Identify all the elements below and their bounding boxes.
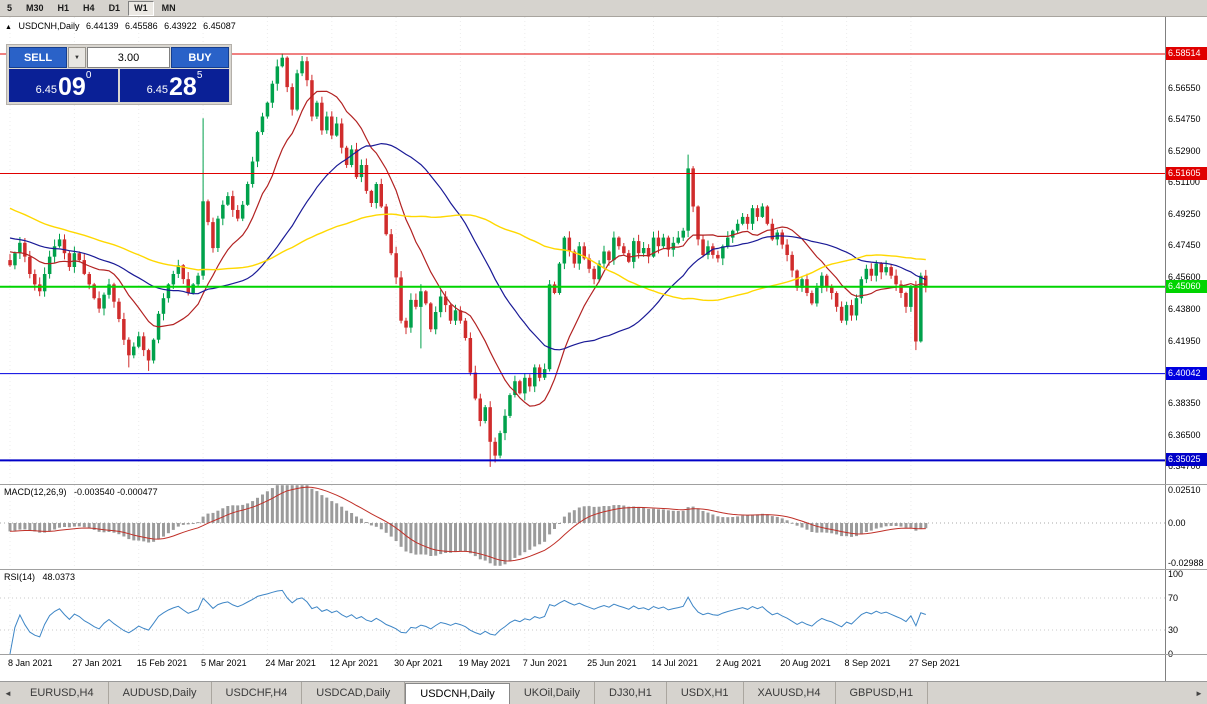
buy-price-base: 6.45 xyxy=(146,84,169,96)
sell-price-point: 0 xyxy=(85,70,92,81)
date-tick-label: 27 Jan 2021 xyxy=(72,658,122,668)
ohlc-low: 6.43922 xyxy=(164,21,197,31)
tab-ukoil-daily[interactable]: UKOil,Daily xyxy=(510,682,596,704)
ohlc-open: 6.44139 xyxy=(85,21,119,31)
sell-button[interactable]: SELL xyxy=(9,47,67,68)
rsi-axis-tick: 70 xyxy=(1168,593,1179,603)
date-tick-label: 20 Aug 2021 xyxy=(780,658,831,668)
tab-eurusd-h4[interactable]: EURUSD,H4 xyxy=(16,682,109,704)
tab-dj30-h1[interactable]: DJ30,H1 xyxy=(595,682,667,704)
price-level-badge: 6.40042 xyxy=(1166,366,1207,380)
date-tick-label: 19 May 2021 xyxy=(458,658,511,668)
price-tick: 6.56550 xyxy=(1168,83,1201,93)
price-axis[interactable]: 6.56550 6.54750 6.52900 6.51100 6.49250 6.474… xyxy=(1166,17,1207,681)
macd-axis-tick: -0.02988 xyxy=(1168,557,1204,568)
price-tick: 6.43800 xyxy=(1168,303,1201,314)
tab-audusd-daily[interactable]: AUDUSD,Daily xyxy=(109,682,212,704)
price-level-badge: 6.45060 xyxy=(1166,279,1207,293)
tab-scroll-left-icon: ◄ xyxy=(4,688,12,698)
buy-button[interactable]: BUY xyxy=(171,47,229,68)
tab-xauusd-h4[interactable]: XAUUSD,H4 xyxy=(744,682,836,704)
macd-axis-tick: 0.02510 xyxy=(1168,484,1201,495)
price-level-badge: 6.58514 xyxy=(1166,47,1207,61)
timeframe-toolbar: 5 M30 H1 H4 D1 W1 MN xyxy=(0,0,1207,17)
date-tick-label: 24 Mar 2021 xyxy=(265,658,316,668)
price-level-badge: 6.35025 xyxy=(1166,453,1207,467)
tab-scroll-right-button[interactable]: ► xyxy=(1191,682,1207,704)
price-tick: 6.41950 xyxy=(1168,335,1201,346)
sell-price-base: 6.45 xyxy=(35,84,58,96)
price-tick: 6.52900 xyxy=(1168,146,1201,157)
tab-usdcnh-daily[interactable]: USDCNH,Daily xyxy=(405,683,510,704)
candlestick-chart[interactable] xyxy=(0,17,1165,681)
chart-info-bar: ▲ USDCNH,Daily 6.44139 6.45586 6.43922 6… xyxy=(5,21,240,31)
date-tick-label: 2 Aug 2021 xyxy=(715,658,762,668)
timeframe-m30[interactable]: M30 xyxy=(26,2,44,13)
tab-scroll-left-button[interactable]: ◄ xyxy=(0,682,16,704)
date-tick-label: 30 Apr 2021 xyxy=(394,658,443,668)
volume-dropdown-button[interactable]: ▼ xyxy=(68,47,86,68)
ohlc-high: 6.45586 xyxy=(125,21,158,31)
price-tick: 6.51100 xyxy=(1168,177,1200,188)
timeframe-mn[interactable]: MN xyxy=(161,2,176,13)
date-tick-label: 5 Mar 2021 xyxy=(201,658,247,668)
rsi-label: RSI(14) xyxy=(4,572,36,582)
timeframe-w1[interactable]: W1 xyxy=(128,0,154,16)
rsi-dateaxis-separator xyxy=(0,654,1207,655)
sell-price-pips: 09 xyxy=(58,73,86,101)
sell-price[interactable]: 6.45 09 0 xyxy=(9,69,118,102)
date-tick-label: 8 Sep 2021 xyxy=(844,658,891,668)
date-tick-label: 8 Jan 2021 xyxy=(8,658,53,668)
tab-usdchf-h4[interactable]: USDCHF,H4 xyxy=(212,682,303,704)
volume-input[interactable] xyxy=(87,47,170,68)
ohlc-close: 6.45087 xyxy=(203,21,236,31)
buy-price[interactable]: 6.45 28 5 xyxy=(120,69,229,102)
buy-price-point: 5 xyxy=(196,70,203,81)
macd-label: MACD(12,26,9) xyxy=(4,487,67,497)
date-tick-label: 27 Sep 2021 xyxy=(908,658,960,668)
tab-usdx-h1[interactable]: USDX,H1 xyxy=(667,682,744,704)
symbol-tabs: EURUSD,H4 AUDUSD,Daily USDCHF,H4 USDCAD,Dai… xyxy=(16,682,929,704)
timeframe-d1[interactable]: D1 xyxy=(108,2,121,13)
macd-rsi-separator[interactable] xyxy=(0,569,1207,570)
date-tick-label: 7 Jun 2021 xyxy=(522,658,568,668)
macd-header: MACD(12,26,9) -0.003540 -0.000477 xyxy=(4,487,163,497)
macd-values: -0.003540 -0.000477 xyxy=(74,487,158,497)
price-tick: 6.49250 xyxy=(1168,209,1201,220)
timeframe-h4[interactable]: H4 xyxy=(83,2,95,13)
tabbar-spacer xyxy=(928,682,1191,704)
price-tick: 6.36500 xyxy=(1168,429,1201,440)
rsi-axis-tick: 100 xyxy=(1168,569,1184,579)
price-tick: 6.54750 xyxy=(1168,114,1201,125)
price-level-badge: 6.51605 xyxy=(1166,166,1207,180)
one-click-trading-panel: SELL ▼ BUY 6.45 09 0 6.45 28 5 xyxy=(6,44,232,105)
buy-price-pips: 28 xyxy=(169,73,197,101)
date-tick-label: 25 Jun 2021 xyxy=(587,658,637,668)
tab-gbpusd-h1[interactable]: GBPUSD,H1 xyxy=(836,682,929,704)
tab-usdcad-daily[interactable]: USDCAD,Daily xyxy=(302,682,406,704)
main-macd-separator[interactable] xyxy=(0,484,1207,485)
timeframe-h1[interactable]: H1 xyxy=(57,2,70,13)
date-tick-label: 12 Apr 2021 xyxy=(329,658,379,668)
rsi-value: 48.0373 xyxy=(42,572,76,582)
macd-axis-tick: 0.00 xyxy=(1168,518,1186,528)
rsi-header: RSI(14) 48.0373 xyxy=(4,572,80,582)
chart-area-background xyxy=(0,17,1165,681)
rsi-axis-tick: 30 xyxy=(1168,625,1179,635)
collapse-icon[interactable]: ▲ xyxy=(5,24,12,31)
timeframe-5[interactable]: 5 xyxy=(7,2,13,13)
date-tick-label: 14 Jul 2021 xyxy=(651,658,699,668)
chevron-down-icon: ▼ xyxy=(74,54,80,61)
price-tick: 6.45600 xyxy=(1168,272,1201,283)
chart-symbol-label: USDCNH,Daily xyxy=(18,21,80,31)
symbol-tabbar: ◄ EURUSD,H4 AUDUSD,Daily USDCHF,H4 USDCAD,D… xyxy=(0,681,1207,704)
price-tick: 6.38350 xyxy=(1168,397,1201,408)
price-tick: 6.47450 xyxy=(1168,240,1201,251)
axis-separator xyxy=(1165,17,1166,681)
date-tick-label: 15 Feb 2021 xyxy=(136,658,188,668)
tab-scroll-right-icon: ► xyxy=(1195,688,1203,698)
